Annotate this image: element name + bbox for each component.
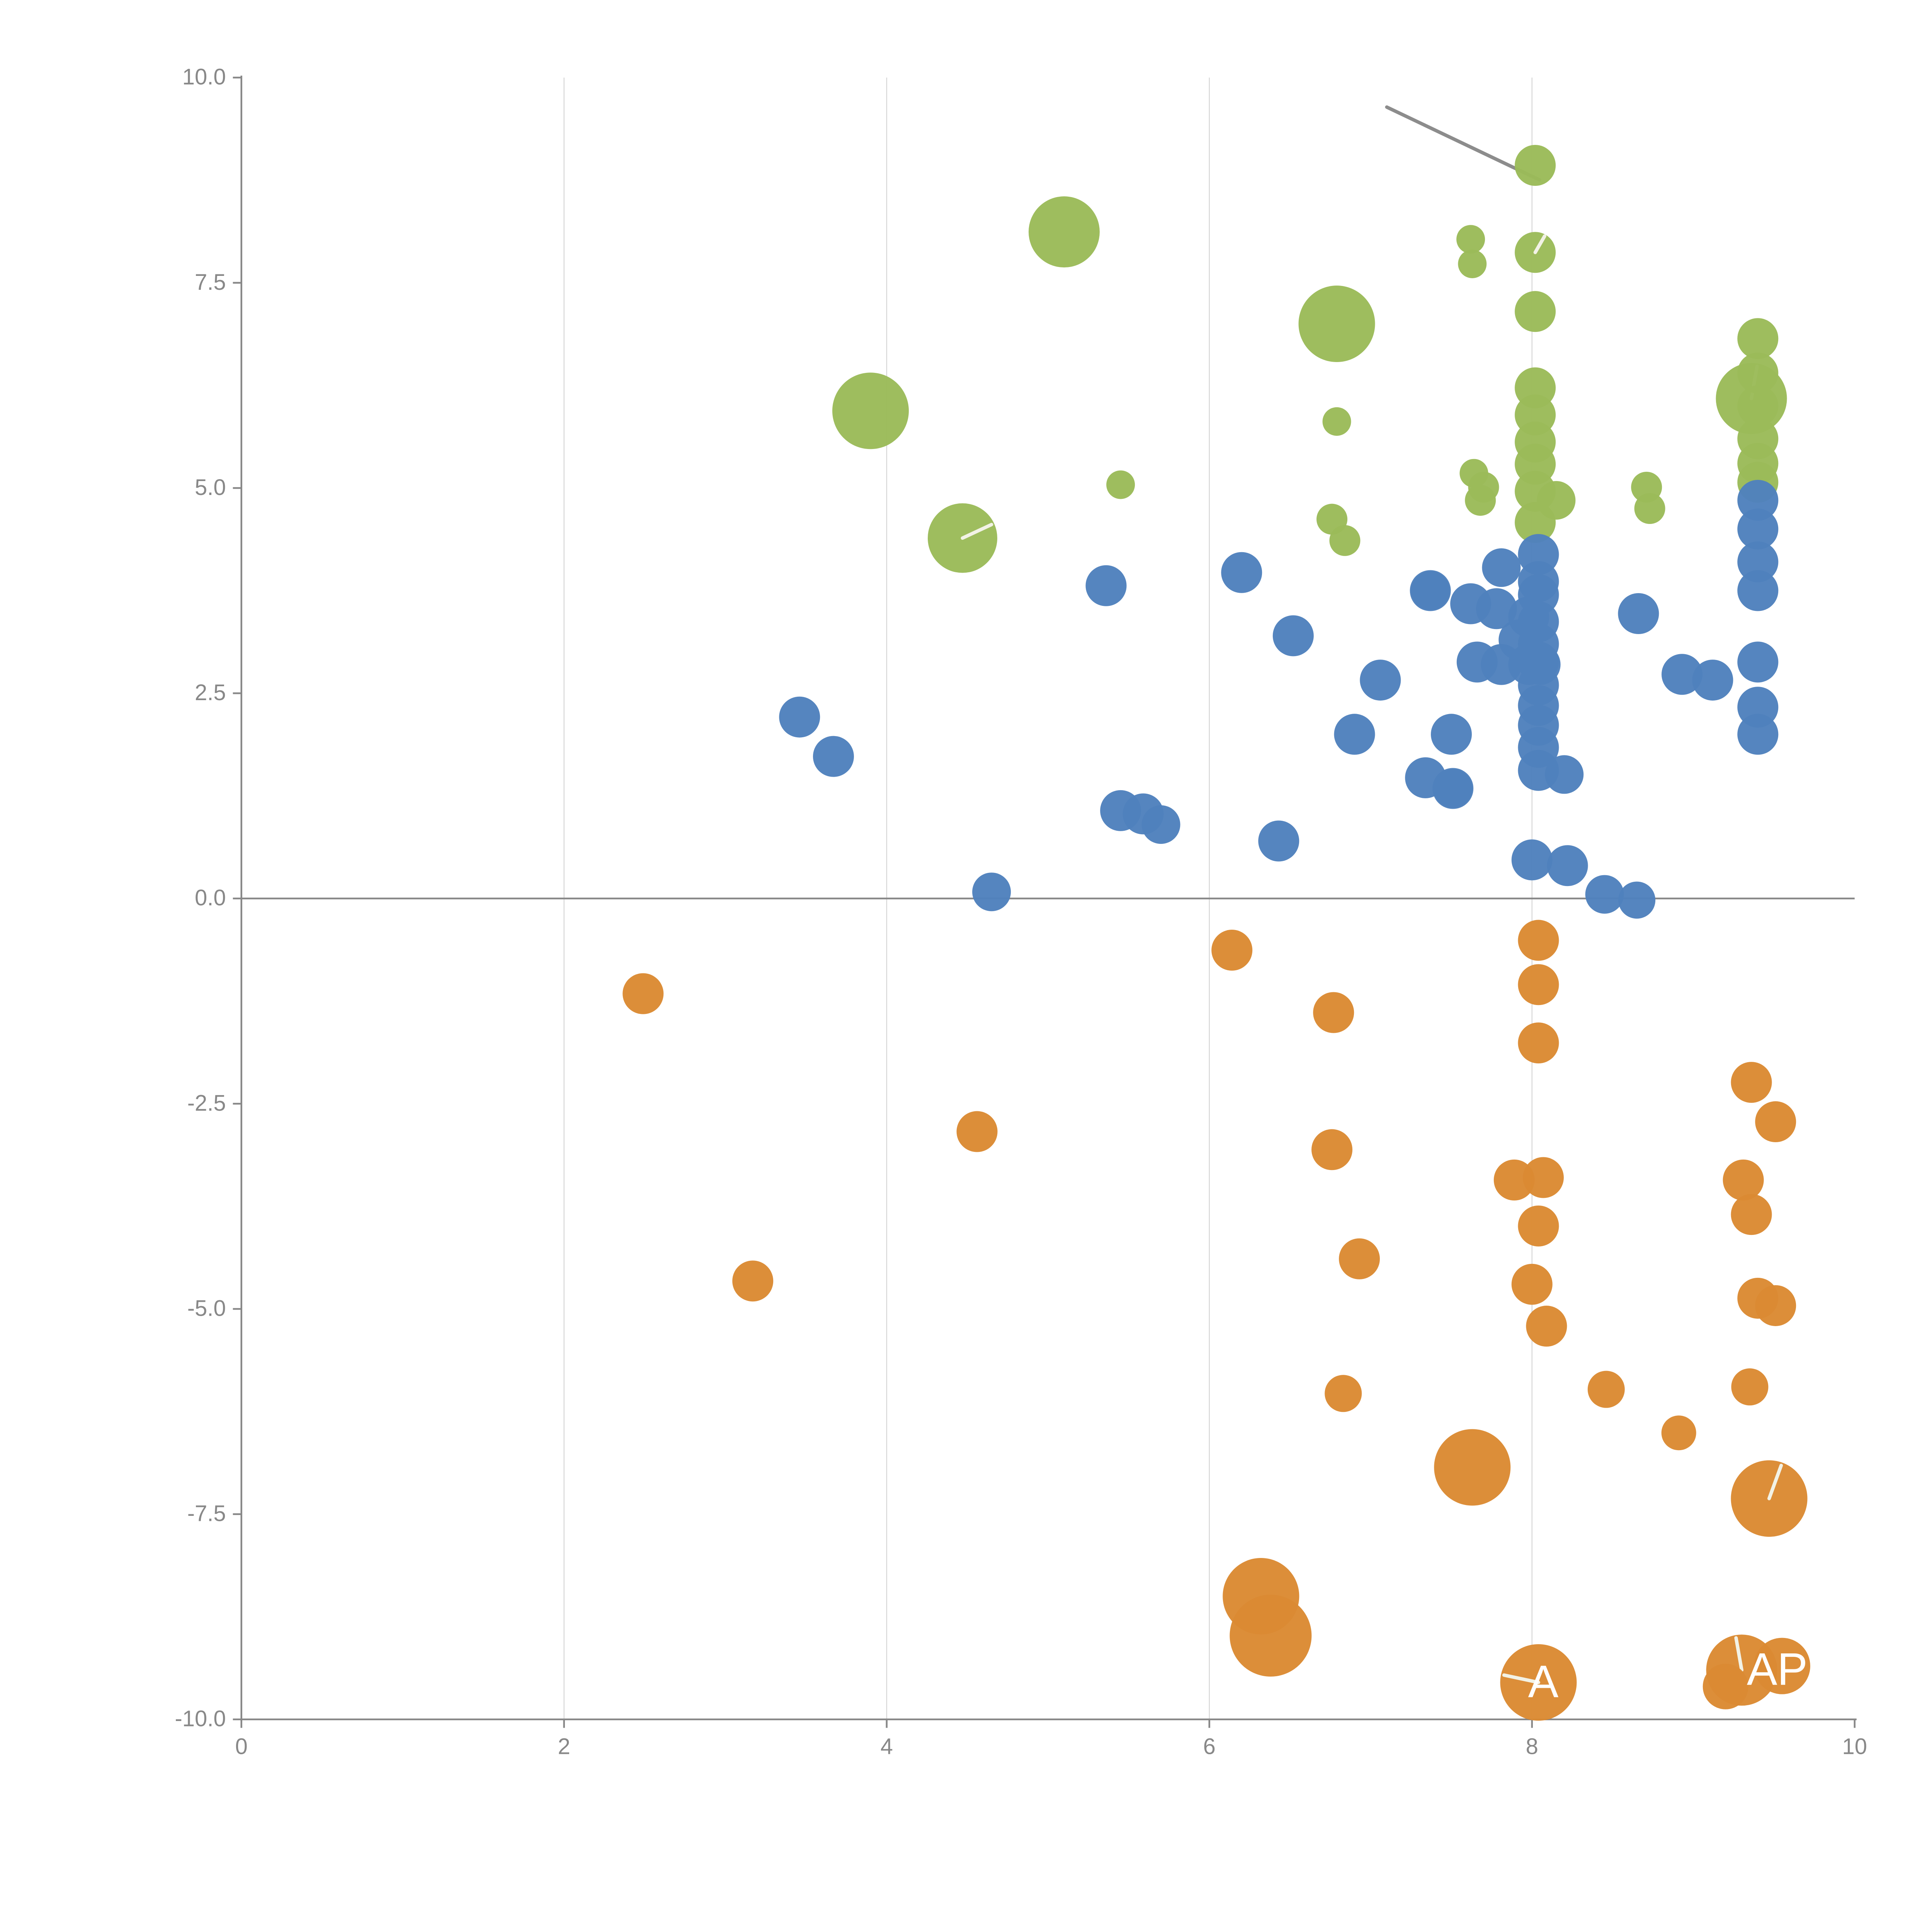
svg-text:10: 10 bbox=[1842, 1734, 1867, 1759]
svg-text:A: A bbox=[1528, 1656, 1559, 1707]
svg-text:7.5: 7.5 bbox=[195, 270, 226, 295]
svg-text:0.0: 0.0 bbox=[195, 885, 226, 910]
svg-text:0: 0 bbox=[235, 1734, 248, 1759]
svg-text:5.0: 5.0 bbox=[195, 475, 226, 500]
svg-text:6: 6 bbox=[1203, 1734, 1216, 1759]
svg-text:10.0: 10.0 bbox=[182, 65, 226, 90]
svg-text:-7.5: -7.5 bbox=[187, 1501, 226, 1526]
svg-text:4: 4 bbox=[881, 1734, 893, 1759]
svg-text:-10.0: -10.0 bbox=[175, 1706, 226, 1731]
svg-text:-5.0: -5.0 bbox=[187, 1296, 226, 1321]
svg-text:AP: AP bbox=[1747, 1644, 1808, 1695]
svg-text:8: 8 bbox=[1526, 1734, 1538, 1759]
svg-text:-2.5: -2.5 bbox=[187, 1090, 226, 1116]
svg-text:2: 2 bbox=[558, 1734, 570, 1759]
svg-text:2.5: 2.5 bbox=[195, 680, 226, 705]
